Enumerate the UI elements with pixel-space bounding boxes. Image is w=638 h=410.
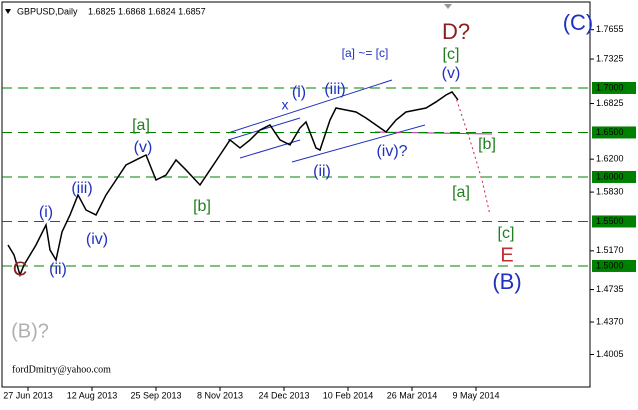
price-line: [7, 91, 459, 278]
wave-label: (iv): [86, 231, 108, 248]
y-tick-label: 1.7655: [596, 24, 624, 34]
y-tick-label: 1.6825: [596, 98, 624, 108]
wave-label: (C): [563, 10, 594, 35]
chart-title: GBPUSD,Daily: [17, 6, 78, 16]
chart-subtitle: 1.6825 1.6868 1.6824 1.6857: [88, 6, 206, 16]
wave-label: E: [500, 244, 513, 266]
wave-label: (i): [39, 204, 53, 221]
channel-line: [227, 79, 393, 134]
title-marker: [5, 9, 11, 14]
wave-label: D?: [442, 19, 470, 44]
wave-label: (iii): [71, 180, 92, 197]
level-label: 1.7000: [596, 82, 624, 92]
wave-label: [b]: [193, 198, 211, 215]
wave-label: [a] ~= [c]: [342, 46, 389, 60]
wave-label: (iv)?: [376, 143, 407, 160]
wave-label: (v): [442, 65, 461, 82]
wave-label: (i): [292, 84, 306, 101]
y-tick-label: 1.5830: [596, 186, 624, 196]
channel-line: [291, 124, 426, 163]
level-label: 1.6000: [596, 171, 624, 181]
level-label-box: [592, 215, 636, 228]
x-tick-label: 24 Dec 2013: [258, 390, 309, 400]
wave-label: (B)?: [11, 320, 49, 342]
y-tick-label: 1.5170: [596, 245, 624, 255]
level-label-box: [592, 259, 636, 272]
x-tick-label: 25 Sep 2013: [130, 390, 181, 400]
x-tick-label: 9 May 2014: [452, 390, 499, 400]
wave-label: [a]: [132, 117, 150, 134]
x-tick-label: 8 Nov 2013: [197, 390, 243, 400]
x-tick-label: 12 Aug 2013: [67, 390, 118, 400]
level-label-box: [592, 126, 636, 139]
wave-label: [c]: [498, 225, 515, 242]
x-tick-label: 27 Jun 2013: [3, 390, 53, 400]
wave-label: (B): [492, 269, 521, 294]
wave-label: (ii): [49, 261, 67, 278]
wave-label: C: [13, 258, 27, 280]
shift-marker: [444, 4, 452, 9]
level-label-box: [592, 170, 636, 183]
wave-label: [c]: [443, 46, 460, 63]
level-label: 1.5000: [596, 260, 624, 270]
plot-frame: [1, 1, 591, 388]
channel-line: [227, 117, 301, 141]
level-label-box: [592, 81, 636, 94]
y-tick-label: 1.4005: [596, 349, 624, 359]
wave-label: (iii): [324, 81, 345, 98]
wave-label: [a]: [452, 184, 470, 201]
wave-label: (v): [134, 139, 153, 156]
wave-label: x: [282, 97, 289, 113]
y-tick-label: 1.4370: [596, 316, 624, 326]
y-tick-label: 1.6200: [596, 154, 624, 164]
y-tick-label: 1.4735: [596, 284, 624, 294]
watermark: fordDmitry@yahoo.com: [12, 364, 111, 375]
x-tick-label: 26 Mar 2014: [387, 390, 438, 400]
wave-label: (ii): [313, 163, 331, 180]
level-label: 1.6500: [596, 127, 624, 137]
y-tick-label: 1.7325: [596, 53, 624, 63]
x-tick-label: 10 Feb 2014: [323, 390, 374, 400]
level-label: 1.5500: [596, 216, 624, 226]
channel-line: [239, 139, 301, 159]
wave-label: [b]: [478, 136, 496, 153]
